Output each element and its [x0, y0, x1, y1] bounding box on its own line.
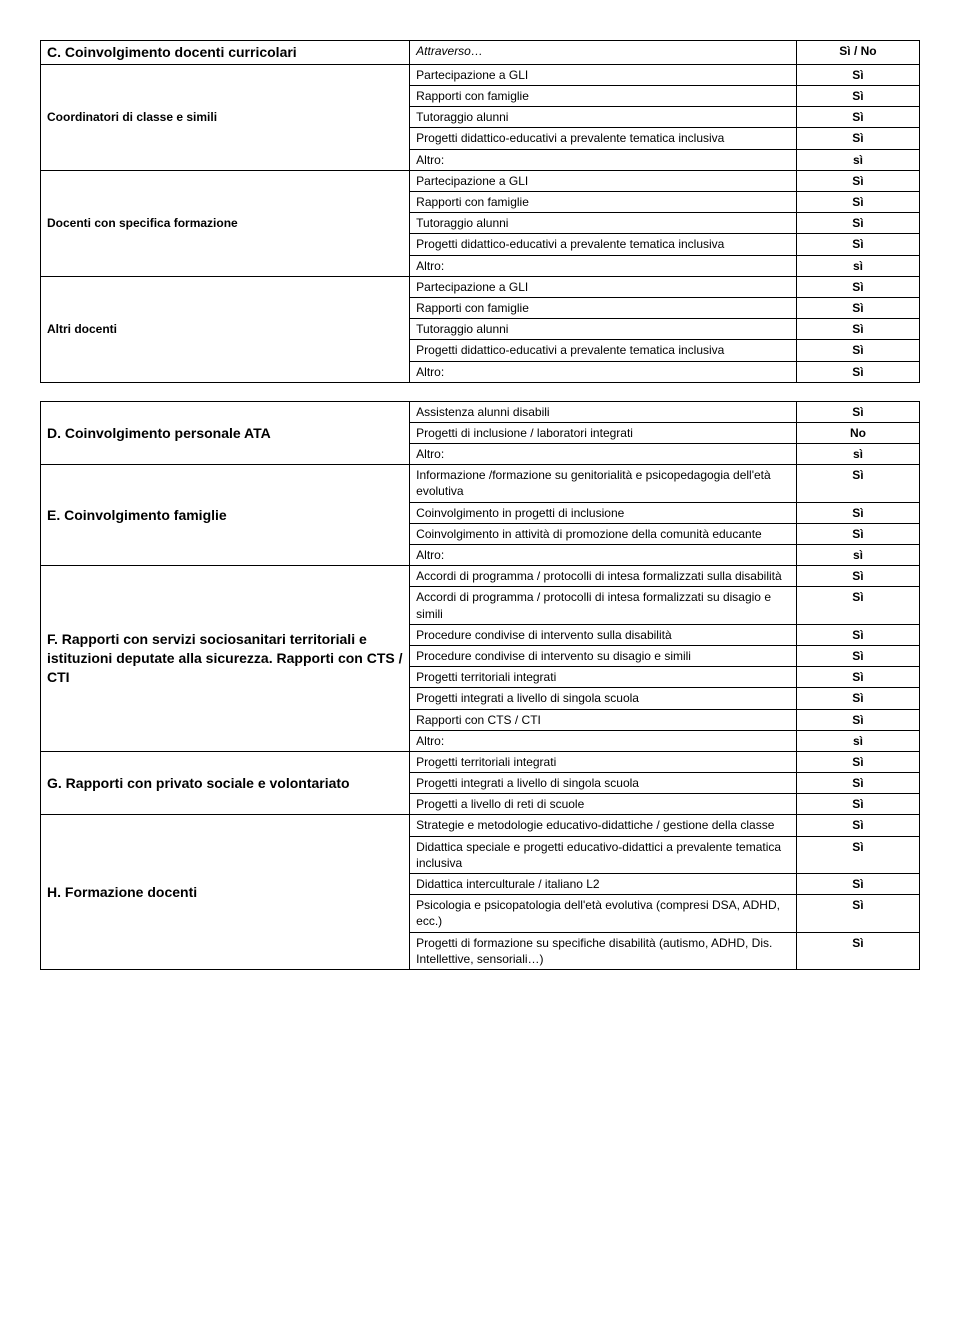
item-cell: Progetti di formazione su specifiche dis…: [410, 932, 797, 969]
item-cell: Rapporti con famiglie: [410, 192, 797, 213]
value-cell: sì: [796, 255, 919, 276]
table-row: G. Rapporti con privato sociale e volont…: [41, 751, 920, 772]
value-cell: Sì: [796, 319, 919, 340]
group-label: Coordinatori di classe e simili: [41, 64, 410, 170]
item-cell: Assistenza alunni disabili: [410, 401, 797, 422]
value-cell: Sì: [796, 794, 919, 815]
value-cell: Sì: [796, 401, 919, 422]
table-c: C. Coinvolgimento docenti curricolari At…: [40, 40, 920, 383]
value-cell: Sì: [796, 192, 919, 213]
table-row: Altri docenti Partecipazione a GLI Sì: [41, 276, 920, 297]
value-cell: Sì: [796, 361, 919, 382]
item-cell: Progetti didattico-educativi a prevalent…: [410, 234, 797, 255]
value-cell: Sì: [796, 645, 919, 666]
item-cell: Altro:: [410, 361, 797, 382]
header-cell: C. Coinvolgimento docenti curricolari: [41, 41, 410, 65]
item-cell: Partecipazione a GLI: [410, 170, 797, 191]
item-cell: Coinvolgimento in progetti di inclusione: [410, 502, 797, 523]
table-defgh: D. Coinvolgimento personale ATA Assisten…: [40, 401, 920, 970]
item-cell: Altro:: [410, 255, 797, 276]
value-cell: Sì: [796, 297, 919, 318]
table-row: D. Coinvolgimento personale ATA Assisten…: [41, 401, 920, 422]
value-cell: Sì: [796, 895, 919, 932]
header-cell: Sì / No: [796, 41, 919, 65]
item-cell: Psicologia e psicopatologia dell'età evo…: [410, 895, 797, 932]
item-cell: Partecipazione a GLI: [410, 64, 797, 85]
table-row: F. Rapporti con servizi sociosanitari te…: [41, 566, 920, 587]
item-cell: Didattica speciale e progetti educativo-…: [410, 836, 797, 873]
item-cell: Coinvolgimento in attività di promozione…: [410, 523, 797, 544]
value-cell: Sì: [796, 773, 919, 794]
value-cell: Sì: [796, 624, 919, 645]
item-cell: Didattica interculturale / italiano L2: [410, 874, 797, 895]
item-cell: Rapporti con CTS / CTI: [410, 709, 797, 730]
item-cell: Accordi di programma / protocolli di int…: [410, 566, 797, 587]
value-cell: Sì: [796, 566, 919, 587]
item-cell: Progetti a livello di reti di scuole: [410, 794, 797, 815]
header-cell: Attraverso…: [410, 41, 797, 65]
item-cell: Altro:: [410, 730, 797, 751]
value-cell: Sì: [796, 874, 919, 895]
value-cell: Sì: [796, 667, 919, 688]
value-cell: sì: [796, 730, 919, 751]
group-label: Altri docenti: [41, 276, 410, 382]
item-cell: Rapporti con famiglie: [410, 297, 797, 318]
value-cell: Sì: [796, 751, 919, 772]
group-label: D. Coinvolgimento personale ATA: [41, 401, 410, 465]
value-cell: Sì: [796, 502, 919, 523]
value-cell: Sì: [796, 340, 919, 361]
item-cell: Altro:: [410, 149, 797, 170]
item-cell: Progetti territoriali integrati: [410, 667, 797, 688]
item-cell: Accordi di programma / protocolli di int…: [410, 587, 797, 624]
item-cell: Progetti integrati a livello di singola …: [410, 688, 797, 709]
value-cell: sì: [796, 444, 919, 465]
value-cell: Sì: [796, 709, 919, 730]
item-cell: Rapporti con famiglie: [410, 86, 797, 107]
table-row: C. Coinvolgimento docenti curricolari At…: [41, 41, 920, 65]
group-label: G. Rapporti con privato sociale e volont…: [41, 751, 410, 815]
item-cell: Altro:: [410, 545, 797, 566]
value-cell: Sì: [796, 213, 919, 234]
value-cell: sì: [796, 149, 919, 170]
item-cell: Procedure condivise di intervento su dis…: [410, 645, 797, 666]
value-cell: Sì: [796, 234, 919, 255]
item-cell: Progetti territoriali integrati: [410, 751, 797, 772]
item-cell: Progetti didattico-educativi a prevalent…: [410, 128, 797, 149]
value-cell: Sì: [796, 587, 919, 624]
value-cell: Sì: [796, 86, 919, 107]
item-cell: Progetti di inclusione / laboratori inte…: [410, 422, 797, 443]
value-cell: Sì: [796, 932, 919, 969]
item-cell: Tutoraggio alunni: [410, 319, 797, 340]
value-cell: Sì: [796, 107, 919, 128]
table-row: Docenti con specifica formazione Parteci…: [41, 170, 920, 191]
value-cell: Sì: [796, 815, 919, 836]
table-row: E. Coinvolgimento famiglie Informazione …: [41, 465, 920, 502]
table-row: H. Formazione docenti Strategie e metodo…: [41, 815, 920, 836]
value-cell: sì: [796, 545, 919, 566]
table-row: Coordinatori di classe e simili Partecip…: [41, 64, 920, 85]
group-label: H. Formazione docenti: [41, 815, 410, 970]
item-cell: Partecipazione a GLI: [410, 276, 797, 297]
group-label: E. Coinvolgimento famiglie: [41, 465, 410, 566]
value-cell: Sì: [796, 465, 919, 502]
item-cell: Tutoraggio alunni: [410, 213, 797, 234]
group-label: Docenti con specifica formazione: [41, 170, 410, 276]
value-cell: No: [796, 422, 919, 443]
value-cell: Sì: [796, 128, 919, 149]
item-cell: Procedure condivise di intervento sulla …: [410, 624, 797, 645]
item-cell: Progetti didattico-educativi a prevalent…: [410, 340, 797, 361]
group-label: F. Rapporti con servizi sociosanitari te…: [41, 566, 410, 752]
value-cell: Sì: [796, 836, 919, 873]
value-cell: Sì: [796, 64, 919, 85]
value-cell: Sì: [796, 170, 919, 191]
item-cell: Tutoraggio alunni: [410, 107, 797, 128]
item-cell: Strategie e metodologie educativo-didatt…: [410, 815, 797, 836]
item-cell: Informazione /formazione su genitorialit…: [410, 465, 797, 502]
value-cell: Sì: [796, 523, 919, 544]
item-cell: Altro:: [410, 444, 797, 465]
value-cell: Sì: [796, 276, 919, 297]
value-cell: Sì: [796, 688, 919, 709]
item-cell: Progetti integrati a livello di singola …: [410, 773, 797, 794]
